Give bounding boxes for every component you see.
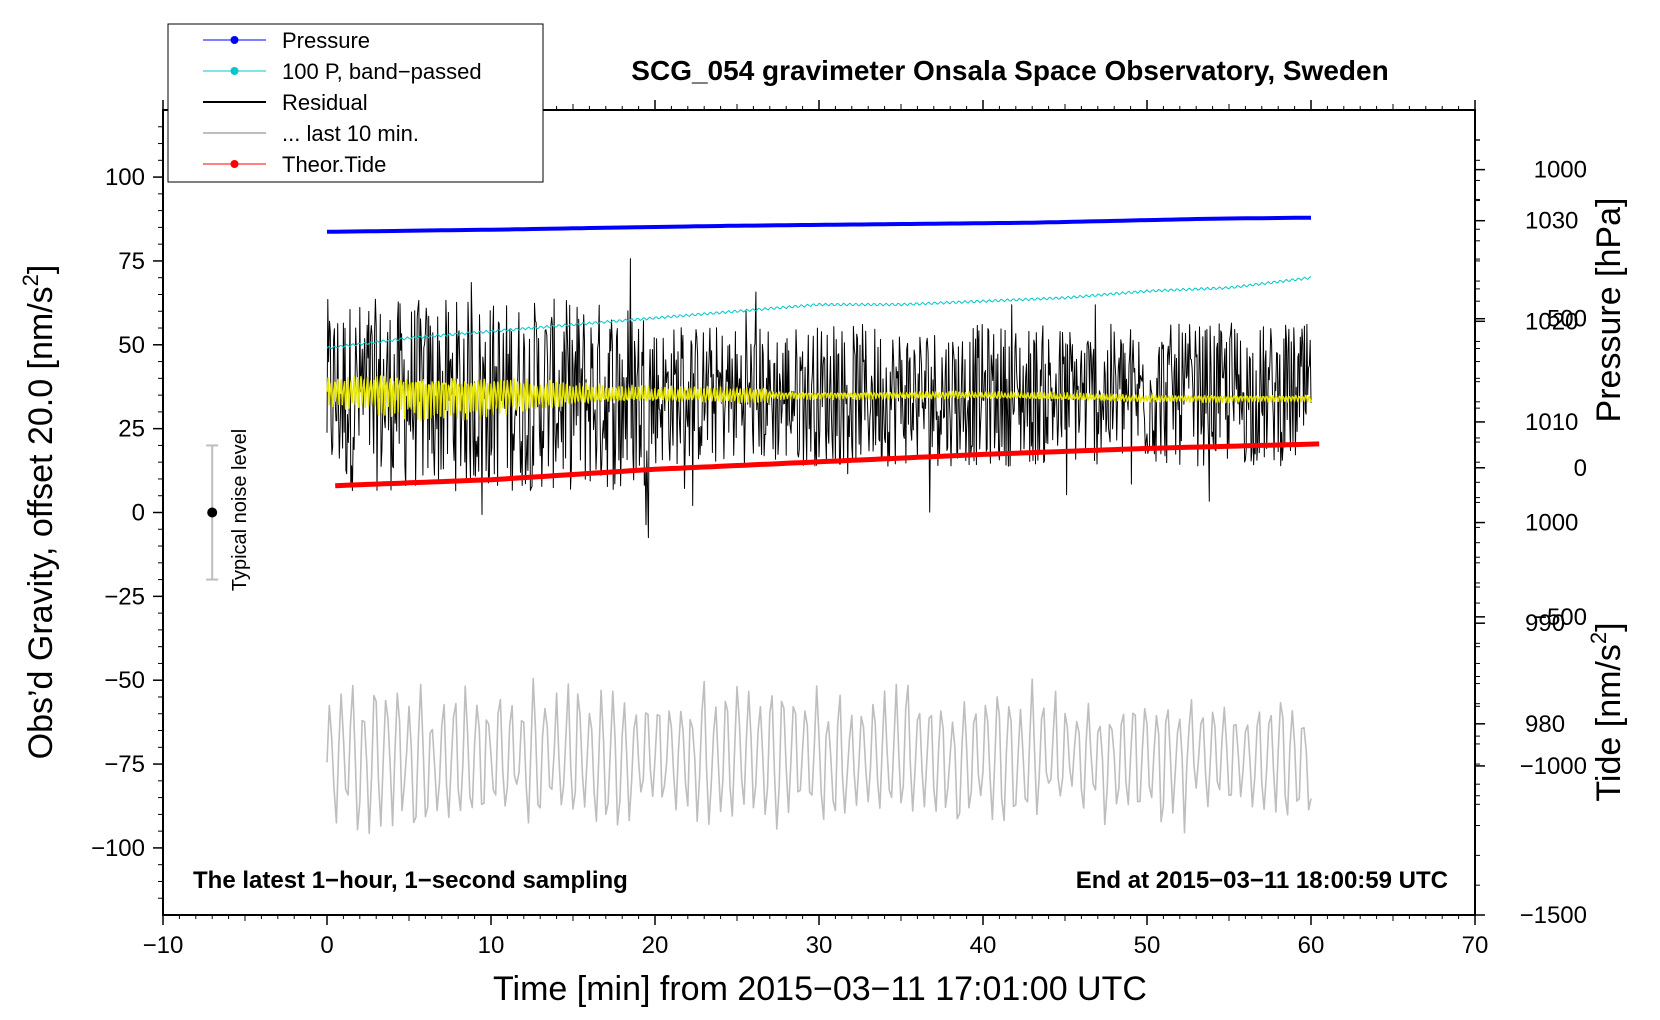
theoretical-tide-series <box>335 441 1320 489</box>
y-tick-label: 50 <box>118 332 145 359</box>
annotation-right: End at 2015−03−11 18:00:59 UTC <box>1076 867 1448 894</box>
y-tick-label: −75 <box>104 751 145 778</box>
legend-label: Pressure <box>282 28 370 53</box>
tide-axis-title: Tide [nm/s2] <box>1586 622 1628 801</box>
tide-tick-label: −1500 <box>1520 902 1587 929</box>
tide-tick-label: 500 <box>1547 306 1587 333</box>
y-tick-label: −25 <box>104 583 145 610</box>
noise-level-label: Typical noise level <box>229 429 251 591</box>
left-y-axis: 100 75 50 25 0 −25 −50 −75 −100 <box>91 126 163 899</box>
chart-title: SCG_054 gravimeter Onsala Space Observat… <box>631 55 1388 86</box>
x-axis-title: Time [min] from 2015−03−11 17:01:00 UTC <box>493 970 1147 1008</box>
tide-tick-label: −1000 <box>1520 753 1587 780</box>
pressure-axis: 1030 1020 1010 1000 990 980 <box>1475 139 1578 805</box>
legend-swatch-marker <box>230 36 239 44</box>
legend-label: Theor.Tide <box>282 152 386 177</box>
x-tick-label: 20 <box>642 932 669 959</box>
pressure-tick-label: 1010 <box>1525 409 1578 436</box>
x-tick-label: 30 <box>806 932 833 959</box>
tide-line <box>335 441 1320 489</box>
y-tick-label: 100 <box>105 164 145 191</box>
pressure-tick-label: 990 <box>1525 610 1565 637</box>
y-tick-label: −100 <box>91 835 145 862</box>
residual-series <box>326 258 1312 539</box>
x-axis: −10 0 10 20 30 40 50 60 70 <box>143 100 1489 959</box>
smoothed-residual-series <box>326 375 1312 422</box>
legend-swatch-marker <box>230 67 239 75</box>
legend: Pressure 100 P, band−passed Residual ... la… <box>167 23 544 183</box>
pressure-tick-label: 980 <box>1525 711 1565 738</box>
pressure-line <box>326 215 1312 234</box>
band-passed-pressure-series <box>326 276 1312 350</box>
last-10-min-line <box>326 677 1312 835</box>
noise-center-dot <box>207 507 218 518</box>
x-tick-label: 40 <box>970 932 997 959</box>
tide-tick-label: 0 <box>1574 455 1587 482</box>
x-tick-label: 50 <box>1134 932 1161 959</box>
legend-label: ... last 10 min. <box>282 121 419 146</box>
legend-swatch-marker <box>230 160 239 168</box>
x-tick-label: 60 <box>1298 932 1325 959</box>
annotation-left: The latest 1−hour, 1−second sampling <box>193 867 628 894</box>
band-passed-line <box>326 276 1312 350</box>
smoothed-residual-line <box>326 375 1312 422</box>
legend-label: Residual <box>282 90 368 115</box>
x-tick-label: 10 <box>478 932 505 959</box>
residual-line <box>326 258 1312 539</box>
pressure-series <box>326 215 1312 234</box>
tide-tick-label: −500 <box>1533 604 1587 631</box>
pressure-tick-label: 1030 <box>1525 208 1578 235</box>
tide-tick-label: 1000 <box>1534 157 1587 184</box>
pressure-axis-title: Pressure [hPa] <box>1590 198 1628 423</box>
y-tick-label: 0 <box>132 500 145 527</box>
y-tick-label: 75 <box>118 248 145 275</box>
y-tick-label: −50 <box>104 667 145 694</box>
pressure-tick-label: 1020 <box>1525 308 1578 335</box>
x-tick-label: 0 <box>320 932 333 959</box>
left-y-axis-title: Obs’d Gravity, offset 20.0 [nm/s2] <box>18 265 60 760</box>
y-tick-label: 25 <box>118 416 145 443</box>
tide-axis: 1000 500 0 −500 −1000 −1500 <box>1475 139 1587 929</box>
legend-label: 100 P, band−passed <box>282 59 482 84</box>
last-10-min-series <box>326 677 1312 835</box>
pressure-tick-label: 1000 <box>1525 510 1578 537</box>
x-tick-label: 70 <box>1462 932 1489 959</box>
noise-level-indicator: Typical noise level <box>206 429 251 591</box>
x-tick-label: −10 <box>143 932 184 959</box>
